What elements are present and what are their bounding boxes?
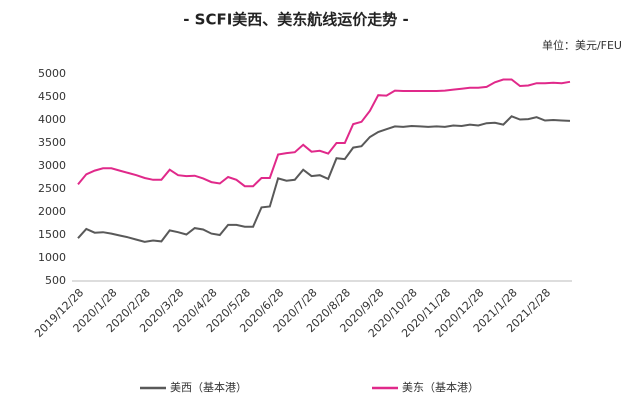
y-tick-label: 2500 (38, 182, 66, 195)
y-tick-label: 3500 (38, 136, 66, 149)
legend-label: 美西（基本港） (170, 380, 247, 394)
y-tick-label: 4000 (38, 113, 66, 126)
unit-label: 单位：美元/FEU (542, 38, 622, 52)
series-line (77, 78, 571, 188)
legend-label: 美东（基本港） (402, 380, 479, 394)
y-tick-label: 1000 (38, 251, 66, 264)
chart-title: - SCFI美西、美东航线运价走势 - (183, 11, 409, 29)
y-tick-label: 500 (45, 274, 66, 287)
series-line (77, 115, 571, 243)
y-tick-label: 1500 (38, 228, 66, 241)
y-tick-label: 2000 (38, 205, 66, 218)
y-tick-label: 5000 (38, 67, 66, 80)
y-tick-label: 4500 (38, 90, 66, 103)
y-tick-label: 3000 (38, 159, 66, 172)
